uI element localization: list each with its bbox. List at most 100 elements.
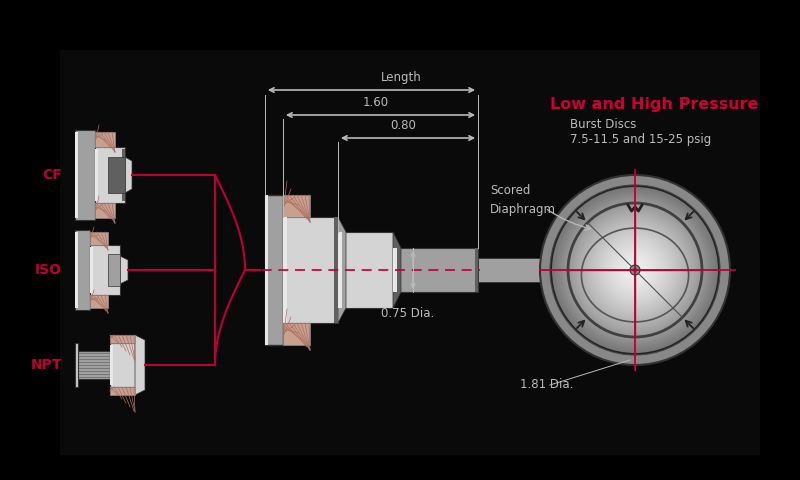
Polygon shape [90, 245, 120, 295]
Circle shape [627, 262, 643, 278]
Polygon shape [90, 247, 93, 293]
Circle shape [574, 209, 695, 331]
Polygon shape [475, 248, 478, 292]
Polygon shape [95, 203, 115, 218]
Circle shape [633, 268, 637, 272]
Circle shape [558, 193, 712, 347]
Circle shape [631, 266, 638, 274]
Text: 0.75 Dia.: 0.75 Dia. [382, 307, 434, 320]
Polygon shape [95, 149, 98, 201]
Circle shape [566, 201, 705, 339]
Circle shape [607, 242, 662, 298]
Circle shape [581, 216, 690, 324]
Polygon shape [283, 195, 310, 217]
Circle shape [624, 259, 646, 281]
Polygon shape [393, 248, 478, 292]
Polygon shape [75, 230, 90, 310]
Text: Burst Discs: Burst Discs [570, 119, 636, 132]
Polygon shape [60, 50, 760, 455]
Polygon shape [95, 132, 115, 147]
Circle shape [600, 235, 670, 305]
Circle shape [606, 241, 664, 299]
Circle shape [630, 265, 640, 275]
Polygon shape [95, 147, 125, 203]
Polygon shape [75, 130, 95, 220]
Polygon shape [110, 387, 135, 395]
Polygon shape [75, 343, 78, 387]
Circle shape [603, 238, 667, 302]
Polygon shape [283, 323, 310, 345]
Polygon shape [334, 217, 338, 323]
Polygon shape [110, 345, 113, 385]
Circle shape [561, 196, 709, 344]
Circle shape [594, 229, 676, 311]
Polygon shape [110, 343, 140, 387]
Circle shape [578, 213, 693, 327]
Circle shape [605, 240, 666, 300]
Circle shape [559, 194, 710, 346]
Circle shape [622, 257, 647, 283]
Circle shape [573, 208, 697, 332]
Polygon shape [108, 254, 120, 286]
Circle shape [615, 250, 655, 290]
Circle shape [619, 254, 650, 286]
Polygon shape [283, 217, 287, 323]
Polygon shape [393, 248, 397, 292]
Circle shape [591, 226, 679, 314]
Circle shape [593, 228, 678, 312]
Circle shape [552, 187, 718, 353]
Polygon shape [135, 335, 145, 395]
Circle shape [582, 217, 688, 323]
Circle shape [583, 218, 686, 322]
Text: 0.80: 0.80 [390, 119, 416, 132]
Text: Length: Length [381, 71, 422, 84]
Circle shape [634, 269, 635, 271]
Polygon shape [75, 132, 78, 218]
Circle shape [629, 264, 642, 276]
Text: 1.60: 1.60 [362, 96, 389, 109]
Polygon shape [90, 232, 108, 245]
Circle shape [595, 230, 674, 310]
Polygon shape [125, 157, 132, 193]
Polygon shape [393, 232, 401, 308]
Polygon shape [75, 351, 110, 379]
Polygon shape [75, 232, 78, 308]
Polygon shape [108, 157, 125, 193]
Circle shape [564, 199, 706, 341]
Polygon shape [122, 149, 125, 201]
Polygon shape [283, 217, 338, 323]
Text: 7.5-11.5 and 15-25 psig: 7.5-11.5 and 15-25 psig [570, 133, 711, 146]
Circle shape [610, 245, 659, 295]
Circle shape [540, 175, 730, 365]
Text: CF: CF [42, 168, 62, 182]
Polygon shape [478, 258, 545, 282]
Circle shape [576, 211, 694, 329]
Circle shape [570, 205, 700, 335]
Polygon shape [90, 295, 108, 308]
Circle shape [617, 252, 654, 288]
Circle shape [562, 197, 707, 343]
Circle shape [633, 268, 637, 272]
Circle shape [598, 233, 671, 307]
Circle shape [555, 190, 715, 350]
Circle shape [626, 261, 645, 279]
Circle shape [557, 192, 714, 348]
Text: ISO: ISO [35, 263, 62, 277]
Circle shape [569, 204, 702, 336]
Circle shape [567, 202, 703, 338]
Polygon shape [338, 232, 342, 308]
Circle shape [630, 265, 640, 275]
Circle shape [586, 221, 683, 319]
Circle shape [554, 189, 717, 351]
Circle shape [621, 256, 649, 284]
Polygon shape [338, 232, 393, 308]
Circle shape [597, 232, 673, 308]
Polygon shape [265, 195, 283, 345]
Text: Scored
Diaphragm: Scored Diaphragm [490, 184, 556, 216]
Text: 1.81 Dia.: 1.81 Dia. [520, 379, 574, 392]
Polygon shape [110, 335, 135, 343]
Circle shape [550, 185, 720, 355]
Circle shape [612, 247, 658, 293]
Circle shape [585, 220, 685, 320]
Circle shape [588, 223, 682, 317]
